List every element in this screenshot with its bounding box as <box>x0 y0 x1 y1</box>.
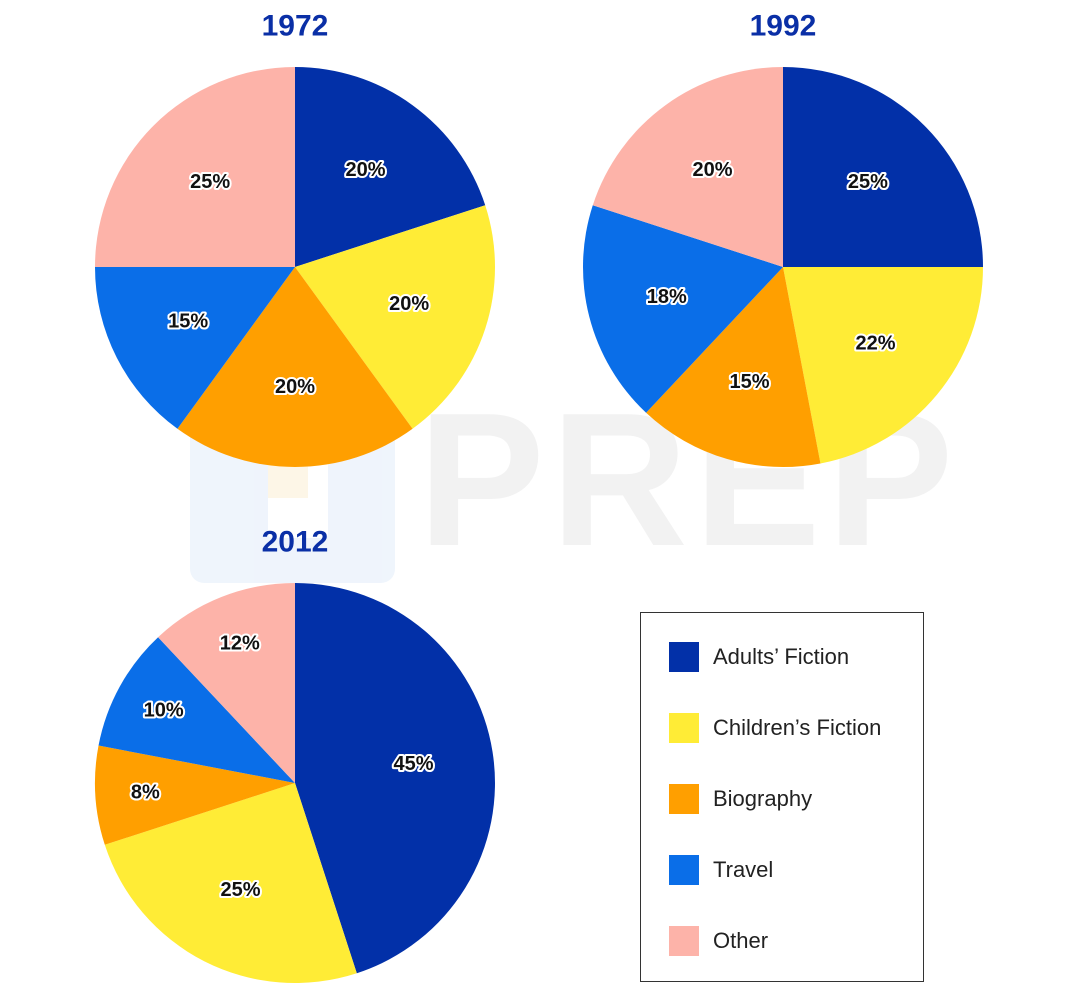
legend-swatch-adults-fiction <box>669 642 699 672</box>
slice-travel <box>95 267 295 429</box>
chart-title: 1992 <box>750 10 817 43</box>
legend-item-childrens-fiction: Children’s Fiction <box>669 713 881 743</box>
data-label-biography: 20% <box>275 376 315 398</box>
legend-label-adults-fiction: Adults’ Fiction <box>713 644 850 669</box>
data-label-childrens-fiction: 22% <box>855 333 895 355</box>
data-label-travel: 18% <box>647 286 687 308</box>
legend-swatch-biography <box>669 784 699 814</box>
legend-label-biography: Biography <box>713 786 813 811</box>
slice-biography <box>177 267 413 467</box>
data-label-adults-fiction: 45% <box>393 753 433 775</box>
slice-biography <box>94 745 295 845</box>
slice-childrens-fiction <box>104 783 357 983</box>
slice-adults-fiction <box>295 67 486 267</box>
data-label-biography: 15% <box>729 371 769 393</box>
slice-other <box>95 67 295 267</box>
pie-chart-1972: 1972 20% 20% 20% 15% 25% <box>95 10 495 467</box>
data-label-travel: 10% <box>144 700 184 722</box>
legend-label-childrens-fiction: Children’s Fiction <box>713 715 882 740</box>
chart-title: 1972 <box>262 10 329 43</box>
slice-other <box>158 583 295 783</box>
legend-label-other: Other <box>713 928 769 953</box>
legend-item-biography: Biography <box>669 784 812 814</box>
legend-swatch-travel <box>669 855 699 885</box>
slice-biography <box>646 267 821 468</box>
data-label-childrens-fiction: 20% <box>389 293 429 315</box>
slice-travel <box>583 205 783 413</box>
slice-other <box>592 67 783 267</box>
legend-item-other: Other <box>669 926 768 956</box>
slice-childrens-fiction <box>783 267 983 464</box>
slice-adults-fiction <box>783 67 983 267</box>
data-label-adults-fiction: 25% <box>848 171 888 193</box>
data-label-other: 20% <box>692 159 732 181</box>
legend-label-travel: Travel <box>713 857 774 882</box>
pie-chart-1992: 1992 25% 22% 15% 18% 20% <box>583 10 983 468</box>
legend-item-travel: Travel <box>669 855 773 885</box>
legend: Adults’ Fiction Children’s Fiction Biogr… <box>640 612 924 982</box>
data-label-other: 12% <box>220 633 260 655</box>
slice-travel <box>98 637 295 783</box>
chart-title: 2012 <box>262 526 329 559</box>
legend-item-adults-fiction: Adults’ Fiction <box>669 642 849 672</box>
data-label-childrens-fiction: 25% <box>220 879 260 901</box>
slice-adults-fiction <box>295 583 495 974</box>
data-label-adults-fiction: 20% <box>345 159 385 181</box>
pie-chart-2012: 2012 45% 25% 8% 10% 12% <box>94 526 495 983</box>
legend-swatch-childrens-fiction <box>669 713 699 743</box>
data-label-biography: 8% <box>131 781 160 803</box>
slice-childrens-fiction <box>295 205 495 429</box>
legend-swatch-other <box>669 926 699 956</box>
data-label-other: 25% <box>190 171 230 193</box>
data-label-travel: 15% <box>168 311 208 333</box>
